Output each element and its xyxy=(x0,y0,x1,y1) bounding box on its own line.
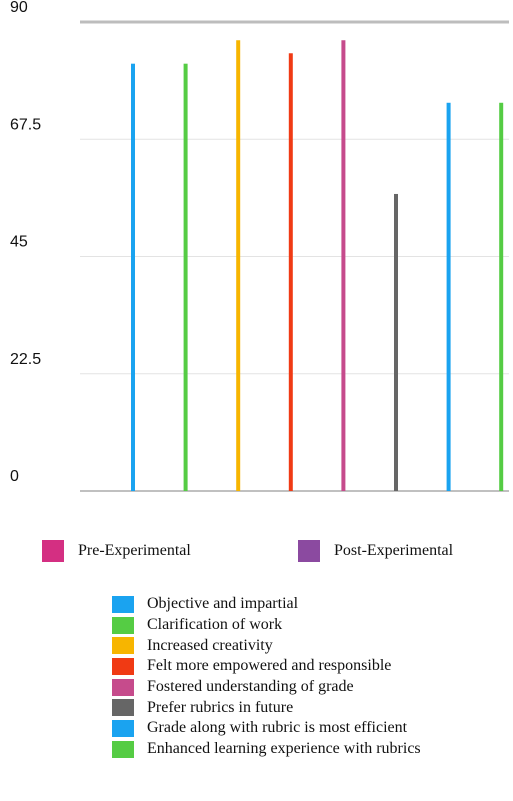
legend-label: Grade along with rubric is most efficien… xyxy=(147,719,408,737)
bar-5 xyxy=(341,40,346,491)
bars xyxy=(131,40,504,492)
legend-item: Objective and impartial xyxy=(112,594,421,615)
legend-swatch xyxy=(112,637,134,655)
bar-6 xyxy=(394,193,398,491)
legend-item-pre-experimental: Pre-Experimental xyxy=(42,540,191,562)
legend-swatch xyxy=(112,699,134,717)
bar-8 xyxy=(499,102,504,492)
legend-label: Clarification of work xyxy=(147,616,283,634)
legend-item-post-experimental: Post-Experimental xyxy=(298,540,453,562)
legend-swatch xyxy=(112,616,134,634)
legend-label-pre-experimental: Pre-Experimental xyxy=(78,542,191,559)
bar-2 xyxy=(183,63,188,491)
bar-1 xyxy=(131,63,135,491)
y-tick-label: 0 xyxy=(10,468,19,485)
group-legend: Pre-Experimental Post-Experimental xyxy=(0,540,513,566)
legend-label: Objective and impartial xyxy=(147,595,299,613)
grid-lines xyxy=(80,20,509,492)
y-tick-label: 22.5 xyxy=(10,351,41,368)
bar-7 xyxy=(446,102,451,492)
legend-swatch-pre-experimental xyxy=(42,540,64,562)
legend-item: Fostered understanding of grade xyxy=(112,677,421,698)
legend-swatch xyxy=(112,740,134,758)
y-tick-label: 45 xyxy=(10,234,28,251)
legend-item: Clarification of work xyxy=(112,615,421,636)
legend-swatch xyxy=(112,719,134,737)
y-tick-label: 90 xyxy=(10,0,28,16)
legend-swatch-post-experimental xyxy=(298,540,320,562)
legend-label: Increased creativity xyxy=(147,636,273,654)
legend-swatch xyxy=(112,678,134,696)
legend-label: Fostered understanding of grade xyxy=(147,678,354,696)
category-legend: Objective and impartial Clarification of … xyxy=(112,594,421,760)
legend-item: Increased creativity xyxy=(112,635,421,656)
legend-item: Felt more empowered and responsible xyxy=(112,656,421,677)
legend-item: Prefer rubrics in future xyxy=(112,697,421,718)
legend-swatch xyxy=(112,595,134,613)
legend-label-post-experimental: Post-Experimental xyxy=(334,542,454,559)
bar-3 xyxy=(236,40,241,491)
legend-item: Grade along with rubric is most efficien… xyxy=(112,718,421,739)
y-axis-ticks: 0 22.5 45 67.5 90 xyxy=(10,0,41,485)
legend-label: Felt more empowered and responsible xyxy=(147,657,392,675)
bar-4 xyxy=(288,53,293,492)
bar-chart: 0 22.5 45 67.5 90 xyxy=(10,0,509,492)
legend-item: Enhanced learning experience with rubric… xyxy=(112,739,421,760)
legend-label: Enhanced learning experience with rubric… xyxy=(147,740,421,758)
legend-swatch xyxy=(112,657,134,675)
legend-label: Prefer rubrics in future xyxy=(147,698,294,716)
y-tick-label: 67.5 xyxy=(10,116,41,133)
